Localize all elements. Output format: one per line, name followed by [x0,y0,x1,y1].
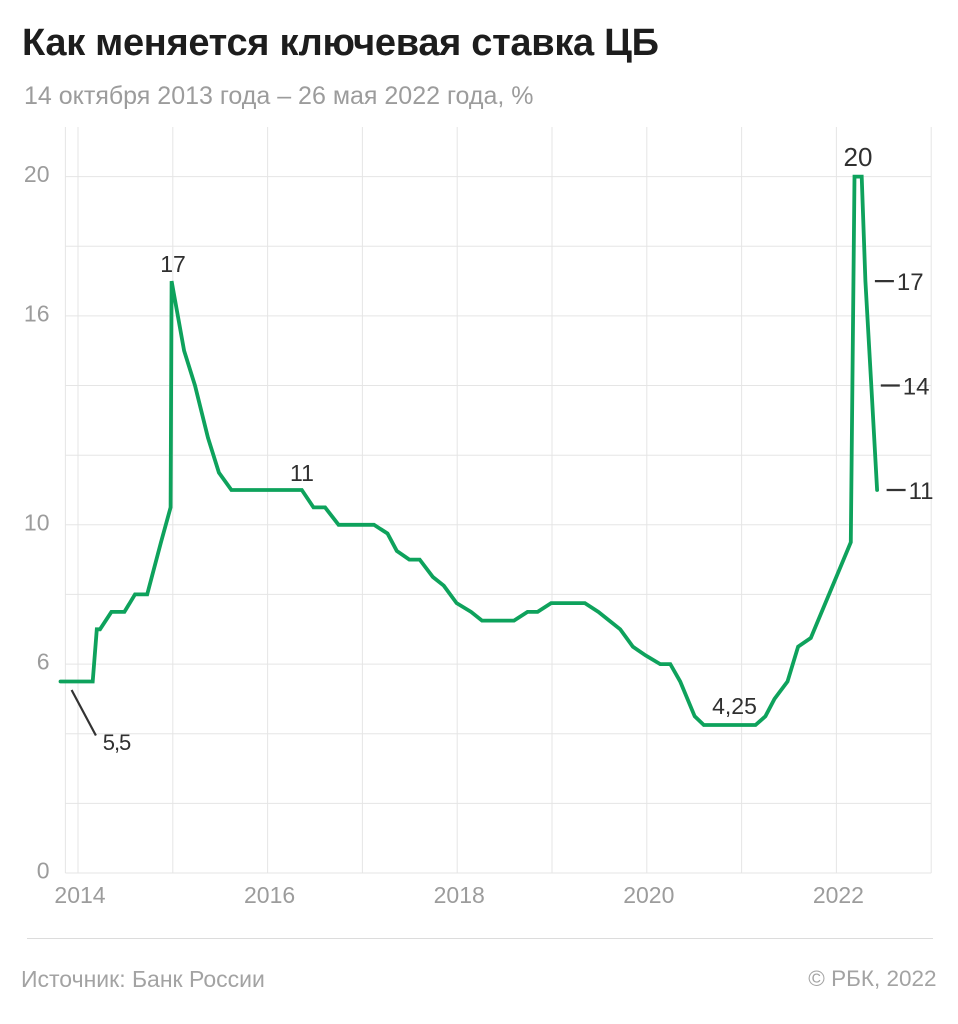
svg-text:17: 17 [897,269,924,296]
svg-text:10: 10 [24,509,50,535]
svg-text:2014: 2014 [54,882,105,908]
svg-text:2016: 2016 [244,882,295,908]
svg-text:16: 16 [24,300,50,326]
svg-text:2018: 2018 [434,882,485,908]
svg-text:14: 14 [903,374,930,401]
svg-text:11: 11 [909,478,934,505]
svg-text:20: 20 [844,142,873,172]
svg-text:17: 17 [160,251,186,277]
svg-text:20: 20 [24,161,50,187]
svg-text:0: 0 [37,858,50,884]
svg-text:11: 11 [290,460,314,486]
svg-text:2020: 2020 [623,882,674,908]
svg-text:4,25: 4,25 [712,693,757,719]
svg-text:6: 6 [37,649,50,675]
svg-text:2022: 2022 [813,882,864,908]
svg-text:5,5: 5,5 [103,730,131,755]
